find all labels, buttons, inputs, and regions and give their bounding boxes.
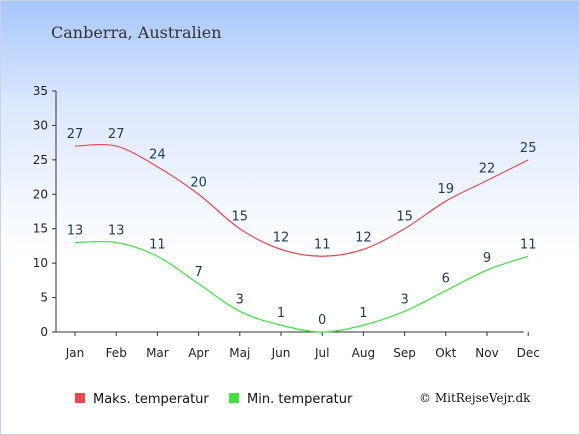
x-tick-label: Jan: [65, 346, 85, 360]
y-tick-label: 15: [33, 222, 48, 236]
y-tick-label: 5: [40, 291, 48, 305]
y-tick-label: 10: [33, 256, 48, 270]
x-tick-label: Feb: [106, 346, 127, 360]
max-data-label: 12: [355, 230, 372, 245]
x-tick-label: Apr: [188, 346, 209, 360]
legend-label-min: Min. temperatur: [247, 392, 353, 407]
max-data-label: 24: [149, 148, 166, 163]
max-data-label: 20: [190, 175, 207, 190]
max-data-label: 22: [479, 162, 496, 177]
y-tick-label: 25: [33, 153, 48, 167]
min-data-label: 0: [318, 313, 326, 328]
max-data-label: 11: [314, 237, 331, 252]
min-data-label: 11: [149, 237, 166, 252]
chart-title: Canberra, Australien: [51, 23, 222, 42]
max-data-label: 27: [67, 127, 84, 142]
site-credit: © MitRejseVejr.dk: [419, 391, 531, 405]
min-data-label: 3: [236, 292, 244, 307]
x-tick-label: Jul: [314, 346, 329, 360]
y-tick-label: 20: [33, 187, 48, 201]
y-tick-label: 35: [33, 84, 48, 98]
min-data-label: 13: [108, 223, 125, 238]
series-lines: [74, 143, 529, 333]
min-data-label: 1: [359, 306, 367, 321]
min-data-label: 9: [483, 251, 491, 266]
x-tick-label: Okt: [435, 346, 456, 360]
max-temperature-line: [74, 143, 529, 257]
legend-label-max: Maks. temperatur: [93, 392, 209, 407]
min-data-label: 1: [277, 306, 285, 321]
y-tick-label: 30: [33, 118, 48, 132]
legend-swatch-max: [75, 393, 85, 403]
min-data-label: 7: [194, 265, 202, 280]
x-tick-label: Sep: [393, 346, 416, 360]
max-data-label: 12: [273, 230, 290, 245]
min-data-label: 3: [400, 292, 408, 307]
x-tick-label: Mar: [146, 346, 169, 360]
x-tick-label: Jun: [271, 346, 291, 360]
y-tick-label: 0: [40, 325, 48, 339]
max-data-label: 19: [438, 182, 455, 197]
x-tick-label: Nov: [475, 346, 498, 360]
min-data-label: 13: [67, 223, 84, 238]
legend: Maks. temperatur Min. temperatur: [75, 392, 353, 407]
min-data-label: 6: [442, 272, 450, 287]
min-temperature-line: [74, 240, 529, 333]
max-data-label: 27: [108, 127, 125, 142]
x-tick-label: Aug: [352, 346, 375, 360]
min-data-label: 11: [520, 237, 537, 252]
legend-swatch-min: [229, 393, 239, 403]
max-data-label: 25: [520, 141, 537, 156]
x-tick-label: Maj: [229, 346, 250, 360]
x-tick-label: Dec: [517, 346, 540, 360]
max-data-label: 15: [396, 210, 413, 225]
max-data-label: 15: [232, 210, 249, 225]
